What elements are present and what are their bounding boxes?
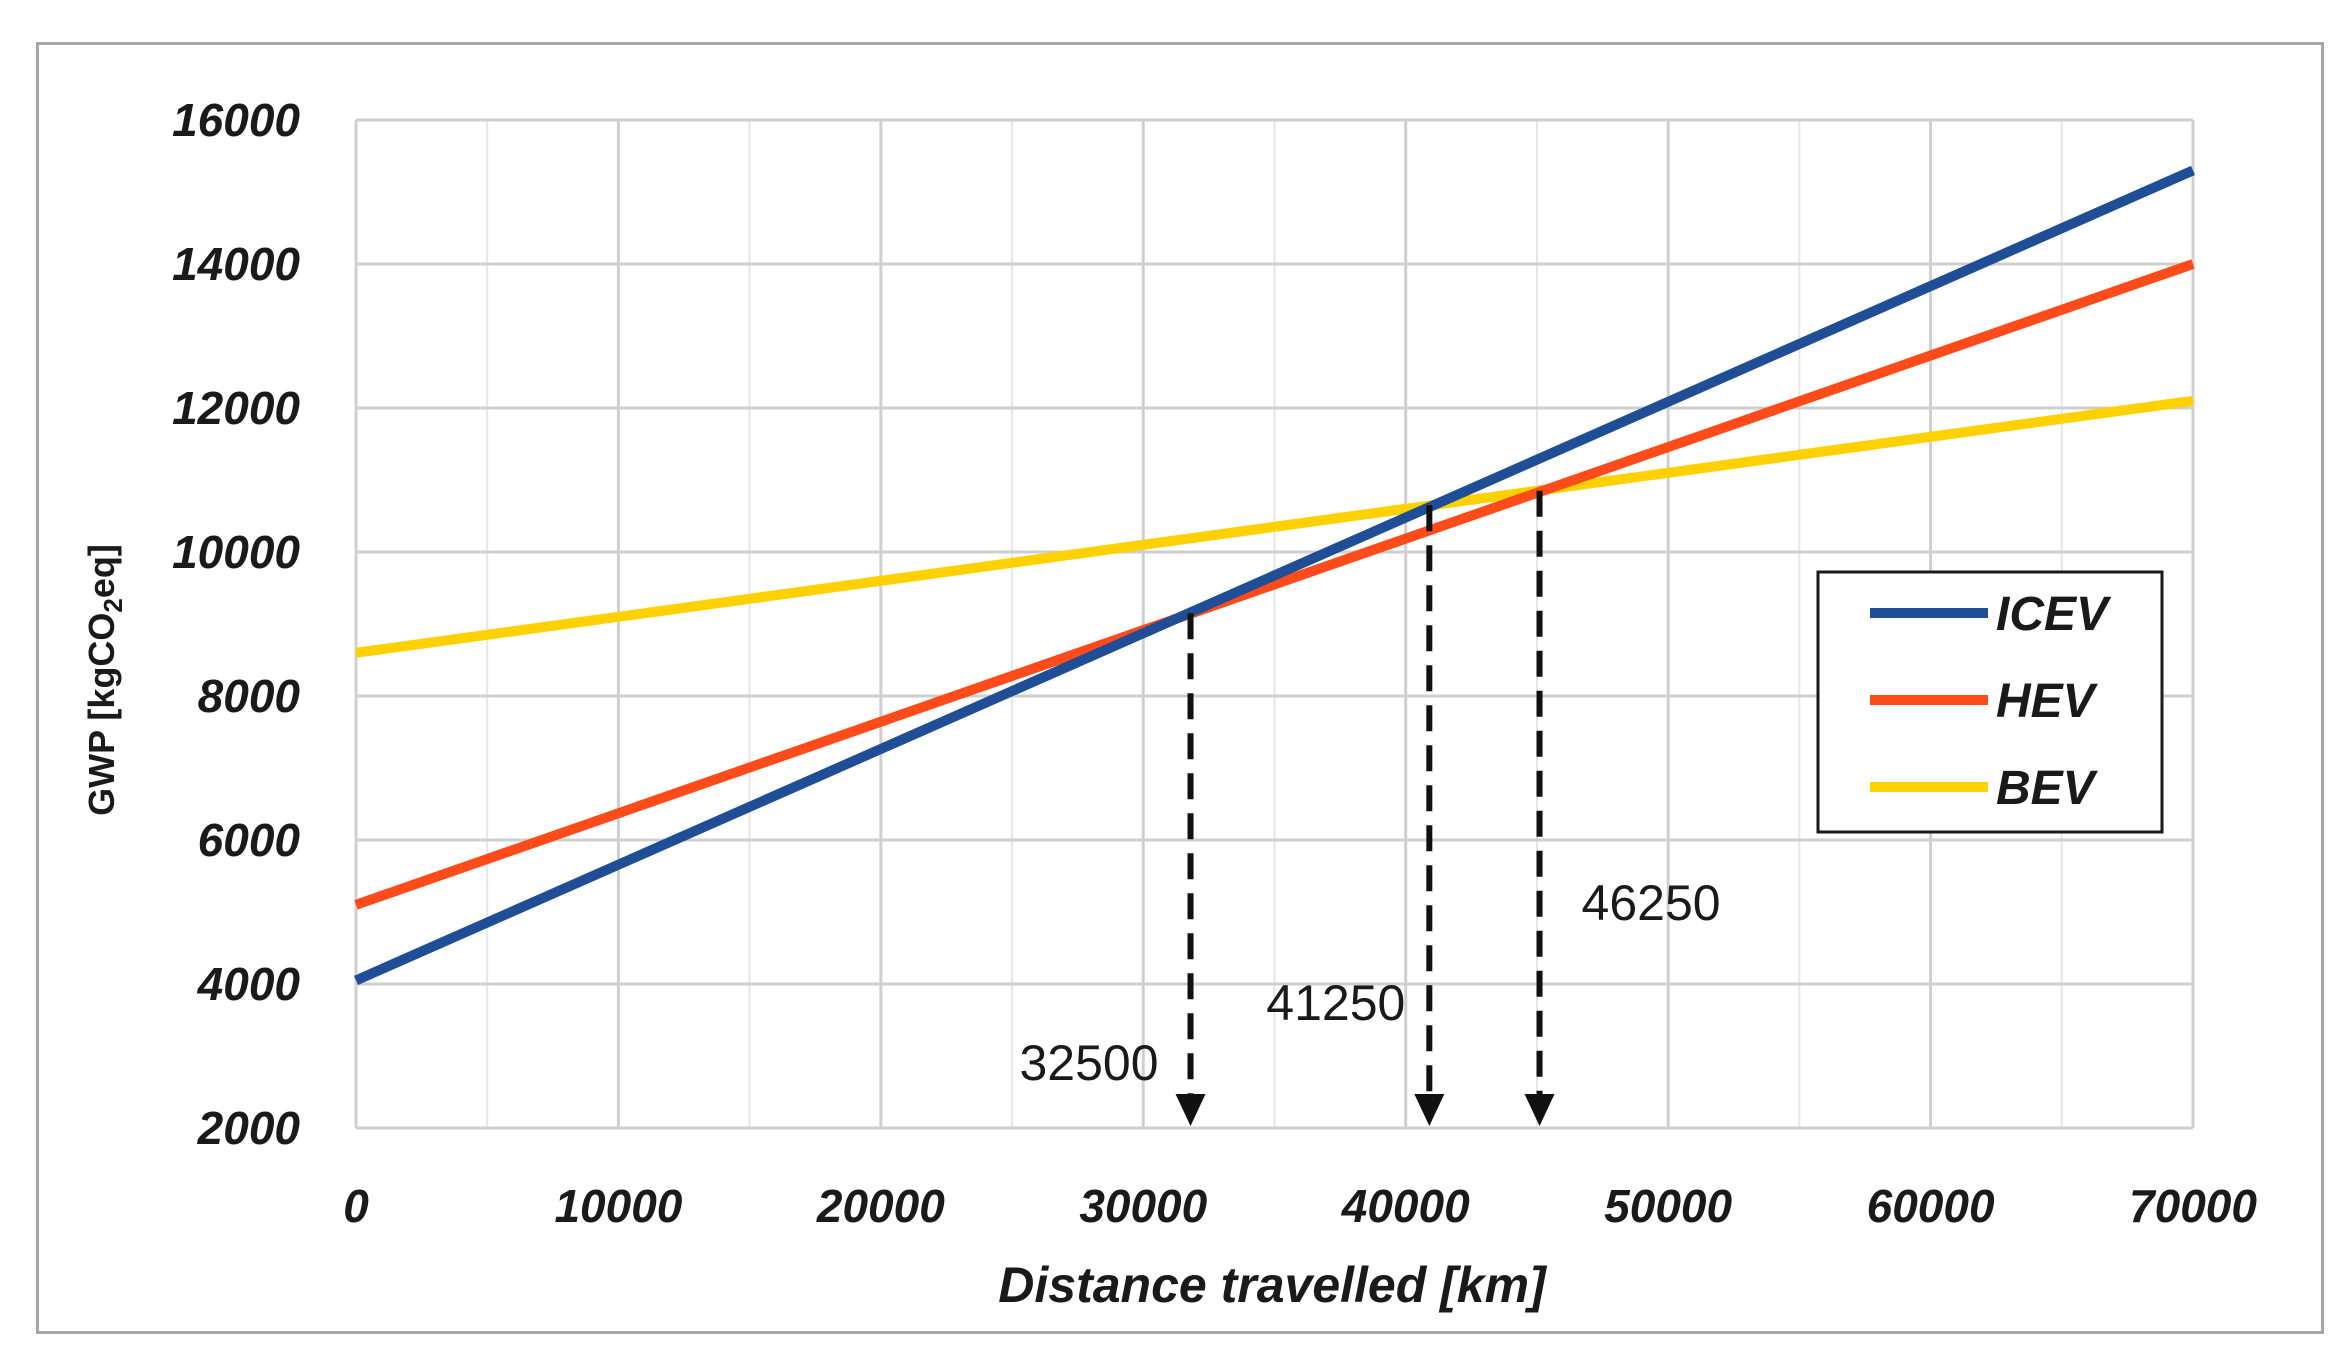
x-tick-label: 30000 bbox=[1079, 1180, 1207, 1232]
y-tick-label: 16000 bbox=[172, 94, 300, 146]
legend: ICEV HEV BEV bbox=[1816, 570, 2164, 834]
y-tick-label: 4000 bbox=[197, 958, 301, 1010]
x-tick-label: 60000 bbox=[1867, 1180, 1995, 1232]
x-tick-labels: 0 10000 20000 30000 40000 50000 60000 70000 bbox=[343, 1180, 2257, 1232]
legend-label-bev: BEV bbox=[1996, 762, 2099, 815]
y-tick-label: 2000 bbox=[197, 1102, 301, 1154]
x-tick-label: 0 bbox=[343, 1180, 369, 1232]
legend-label-icev: ICEV bbox=[1996, 588, 2112, 641]
series-line-bev bbox=[355, 395, 2194, 658]
y-axis-title: GWP [kgCO2eq] bbox=[81, 544, 128, 816]
annotation-label: 46250 bbox=[1582, 875, 1721, 931]
x-tick-label: 40000 bbox=[1341, 1180, 1470, 1232]
series-lines bbox=[353, 165, 2196, 985]
legend-box bbox=[1816, 570, 2164, 834]
crossover-annotations: 32500 41250 46250 bbox=[1019, 490, 1721, 1126]
x-axis-title: Distance travelled [km] bbox=[998, 1257, 1548, 1313]
series-line-icev bbox=[353, 165, 2196, 985]
y-tick-label: 14000 bbox=[172, 238, 300, 290]
x-tick-label: 50000 bbox=[1604, 1180, 1732, 1232]
x-tick-label: 70000 bbox=[2129, 1180, 2257, 1232]
annotation-arrow-head bbox=[1175, 1094, 1206, 1126]
y-tick-label: 6000 bbox=[198, 814, 301, 866]
y-tick-label: 12000 bbox=[172, 382, 300, 434]
annotation-arrow-head bbox=[1524, 1094, 1555, 1126]
annotation-arrow-head bbox=[1414, 1094, 1445, 1126]
y-tick-label: 8000 bbox=[198, 670, 301, 722]
x-tick-label: 20000 bbox=[816, 1180, 945, 1232]
annotation-label: 41250 bbox=[1266, 975, 1405, 1031]
legend-label-hev: HEV bbox=[1996, 675, 2099, 728]
y-tick-labels: 2000 4000 6000 8000 10000 12000 14000 16000 bbox=[172, 94, 300, 1154]
series-line-hev bbox=[354, 259, 2195, 910]
x-tick-label: 10000 bbox=[554, 1180, 682, 1232]
annotation-label: 32500 bbox=[1019, 1035, 1158, 1091]
y-tick-label: 10000 bbox=[172, 526, 300, 578]
